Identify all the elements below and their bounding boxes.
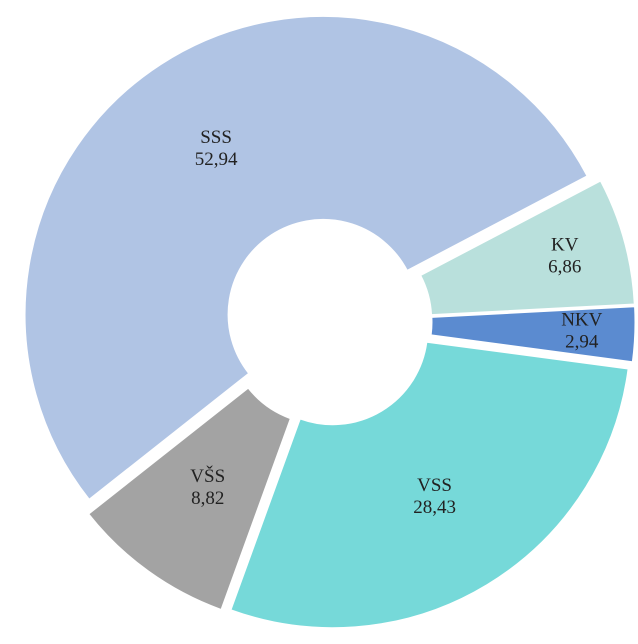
segment-value: 2,94 bbox=[565, 332, 599, 353]
segment-category: VŠS bbox=[190, 465, 225, 487]
segment-value: 52,94 bbox=[195, 149, 238, 170]
segment-category: VSS bbox=[417, 475, 452, 496]
segment-value: 28,43 bbox=[413, 497, 456, 518]
segment-value: 6,86 bbox=[548, 256, 581, 277]
donut-segment bbox=[88, 387, 291, 611]
segment-category: SSS bbox=[200, 127, 232, 148]
donut-segment bbox=[430, 306, 636, 363]
donut-segment bbox=[420, 180, 635, 316]
donut-segment bbox=[230, 341, 629, 629]
segment-category: NKV bbox=[561, 310, 602, 331]
donut-segment bbox=[24, 16, 588, 500]
segment-value: 8,82 bbox=[191, 488, 224, 509]
segment-category: KV bbox=[551, 234, 579, 255]
